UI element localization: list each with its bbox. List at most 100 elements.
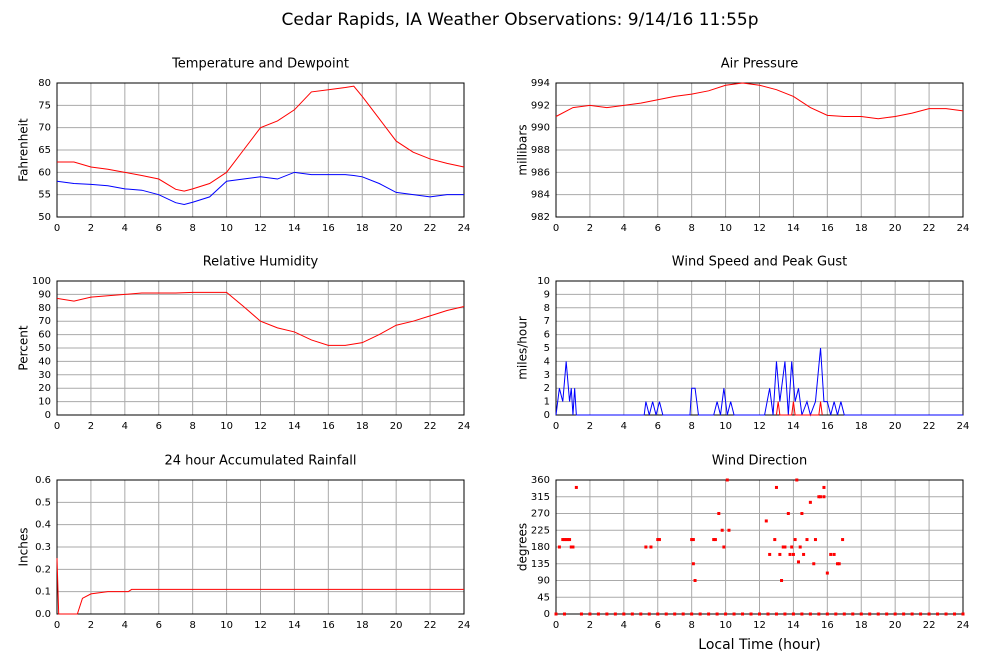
x-tick-label: 10 [220, 421, 233, 432]
data-point [713, 538, 717, 542]
x-tick-label: 12 [753, 223, 766, 234]
x-tick-label: 16 [821, 223, 834, 234]
chart-title: Relative Humidity [203, 255, 319, 270]
x-tick-label: 18 [855, 223, 868, 234]
plot-frame [555, 82, 964, 218]
x-tick-label: 16 [322, 421, 335, 432]
data-point [773, 538, 777, 542]
data-point [596, 612, 600, 616]
x-axis-label: Local Time (hour) [698, 637, 820, 653]
y-tick-label: 1 [544, 397, 550, 408]
y-tick-label: 50 [38, 212, 51, 223]
data-point [690, 612, 694, 616]
x-tick-label: 6 [156, 421, 162, 432]
x-tick-label: 2 [88, 620, 94, 631]
x-tick-label: 4 [621, 223, 627, 234]
data-point [812, 562, 816, 566]
x-tick-label: 18 [356, 421, 369, 432]
plot-frame [56, 280, 465, 416]
data-point [859, 612, 863, 616]
y-tick-label: 984 [531, 190, 550, 201]
data-point [910, 612, 914, 616]
data-point [832, 552, 836, 556]
x-tick-label: 6 [655, 620, 661, 631]
data-point [876, 612, 880, 616]
y-tick-label: 45 [537, 592, 550, 603]
data-point [554, 612, 558, 616]
x-tick-label: 8 [189, 223, 195, 234]
y-axis-label: Fahrenheit [17, 118, 31, 182]
x-tick-label: 12 [254, 620, 267, 631]
x-tick-label: 0 [553, 620, 559, 631]
y-tick-label: 60 [38, 167, 51, 178]
y-tick-label: 5 [544, 343, 550, 354]
y-tick-label: 0.4 [35, 520, 51, 531]
data-point [822, 495, 826, 499]
data-point [741, 612, 745, 616]
x-tick-label: 10 [719, 421, 732, 432]
x-tick-label: 10 [719, 620, 732, 631]
data-point [664, 612, 668, 616]
data-point [800, 512, 804, 515]
data-point [936, 612, 940, 616]
x-tick-label: 4 [621, 421, 627, 432]
data-line [555, 347, 963, 417]
data-point [953, 612, 957, 616]
x-tick-label: 20 [889, 223, 902, 234]
x-tick-label: 14 [288, 421, 301, 432]
data-point [579, 612, 583, 616]
data-point [562, 538, 566, 542]
x-tick-label: 6 [655, 223, 661, 234]
y-tick-label: 20 [38, 383, 51, 394]
x-tick-label: 6 [655, 421, 661, 432]
y-tick-label: 10 [38, 397, 51, 408]
data-point [893, 612, 897, 616]
data-point [817, 612, 821, 616]
y-tick-label: 6 [544, 330, 550, 341]
data-point [825, 612, 829, 616]
data-point [562, 612, 566, 616]
data-point [783, 545, 787, 549]
data-point [868, 612, 872, 616]
data-point [727, 528, 731, 532]
chart-title: Wind Direction [712, 454, 808, 469]
y-tick-label: 55 [38, 190, 51, 201]
y-tick-label: 0.1 [35, 587, 51, 598]
data-point [885, 612, 889, 616]
data-point [717, 512, 721, 515]
data-point [564, 538, 568, 542]
y-tick-label: 225 [531, 525, 550, 536]
data-point [605, 612, 609, 616]
data-point [837, 562, 841, 566]
y-tick-label: 80 [38, 303, 51, 314]
y-tick-label: 90 [38, 289, 51, 300]
data-point [768, 552, 772, 556]
chart-title: Air Pressure [721, 57, 799, 72]
x-tick-label: 2 [587, 421, 593, 432]
x-tick-label: 4 [122, 223, 128, 234]
data-point [800, 612, 804, 616]
y-tick-label: 992 [531, 100, 550, 111]
x-tick-label: 14 [787, 421, 800, 432]
y-tick-label: 135 [531, 559, 550, 570]
data-line [775, 401, 823, 416]
x-tick-label: 18 [356, 620, 369, 631]
x-tick-label: 24 [957, 620, 970, 631]
x-tick-label: 18 [356, 223, 369, 234]
y-tick-label: 0.2 [35, 564, 51, 575]
y-tick-label: 9 [544, 289, 550, 300]
data-point [639, 612, 643, 616]
data-point [817, 495, 821, 499]
data-point [793, 538, 797, 542]
x-tick-label: 2 [587, 223, 593, 234]
x-tick-label: 2 [587, 620, 593, 631]
y-tick-label: 3 [544, 370, 550, 381]
x-tick-label: 14 [787, 620, 800, 631]
x-tick-label: 4 [621, 620, 627, 631]
x-tick-label: 22 [424, 421, 437, 432]
data-point [919, 612, 923, 616]
data-point [774, 612, 778, 616]
x-tick-label: 8 [688, 421, 694, 432]
y-tick-label: 315 [531, 492, 550, 503]
data-point [566, 538, 570, 542]
